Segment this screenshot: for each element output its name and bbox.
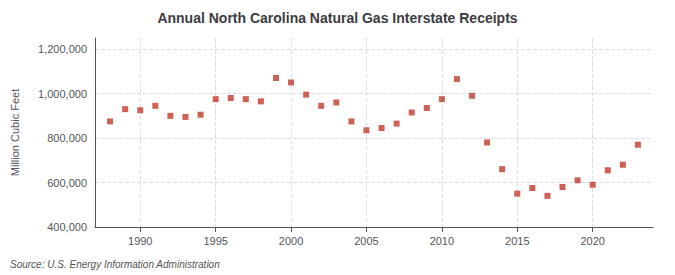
svg-text:1,200,000: 1,200,000 — [38, 43, 87, 55]
svg-text:Source: U.S. Energy Informatio: Source: U.S. Energy Information Administ… — [10, 259, 220, 270]
svg-text:2010: 2010 — [430, 235, 454, 247]
svg-text:2020: 2020 — [580, 235, 604, 247]
svg-text:600,000: 600,000 — [47, 177, 87, 189]
svg-text:1995: 1995 — [203, 235, 227, 247]
svg-text:Million Cubic Feet: Million Cubic Feet — [9, 89, 21, 176]
svg-text:400,000: 400,000 — [47, 221, 87, 233]
svg-text:2000: 2000 — [279, 235, 303, 247]
svg-text:800,000: 800,000 — [47, 132, 87, 144]
svg-text:1,000,000: 1,000,000 — [38, 88, 87, 100]
svg-text:2015: 2015 — [505, 235, 529, 247]
svg-text:1990: 1990 — [128, 235, 152, 247]
svg-text:Annual North Carolina Natural: Annual North Carolina Natural Gas Inters… — [157, 10, 517, 26]
svg-text:2005: 2005 — [354, 235, 378, 247]
